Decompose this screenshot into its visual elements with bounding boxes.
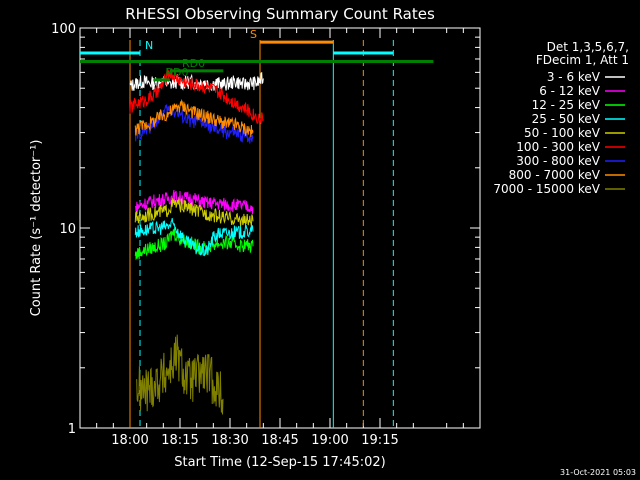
x-tick-label: 18:00 <box>111 433 148 448</box>
series-line <box>129 68 264 125</box>
legend-label: 25 - 50 keV <box>532 112 601 126</box>
axis-ticks: 18:00 18:15 18:30 18:45 19:00 19:15 1 10 100 <box>51 22 480 448</box>
status-bar-label: N <box>145 39 153 52</box>
x-tick-label: 18:15 <box>161 433 198 448</box>
status-bar-label: RD0 <box>182 57 205 70</box>
chart-title: RHESSI Observing Summary Count Rates <box>125 5 435 23</box>
series-line <box>136 334 224 415</box>
legend-label: 6 - 12 keV <box>539 84 601 98</box>
legend-label: 50 - 100 keV <box>524 126 601 140</box>
legend-label: 3 - 6 keV <box>547 70 601 84</box>
series-line <box>134 218 254 257</box>
legend: Det 1,3,5,6,7,FDecim 1, Att 1 3 - 6 keV6 … <box>493 40 629 196</box>
series-group <box>129 68 264 415</box>
x-axis-label: Start Time (12-Sep-15 17:45:02) <box>174 455 385 470</box>
status-bar-label: S <box>250 28 257 41</box>
legend-header-line: Det 1,3,5,6,7, <box>547 40 629 54</box>
footer-timestamp: 31-Oct-2021 05:03 <box>560 468 636 477</box>
series-line <box>134 197 254 227</box>
x-tick-label: 18:45 <box>261 433 298 448</box>
x-tick-label: 18:30 <box>211 433 248 448</box>
legend-header-line: FDecim 1, Att 1 <box>536 53 629 67</box>
series-line <box>134 189 254 215</box>
status-bar-label: RD0 <box>165 66 188 79</box>
series-line <box>134 98 254 137</box>
y-tick-label: 10 <box>59 222 76 237</box>
x-tick-label: 19:15 <box>361 433 398 448</box>
legend-label: 12 - 25 keV <box>532 98 601 112</box>
legend-label: 7000 - 15000 keV <box>493 182 600 196</box>
y-axis-label: Count Rate (s⁻¹ detector⁻¹) <box>29 140 44 317</box>
y-tick-label: 1 <box>68 422 76 437</box>
legend-label: 800 - 7000 keV <box>509 168 601 182</box>
y-tick-label: 100 <box>51 22 76 37</box>
legend-label: 100 - 300 keV <box>516 140 600 154</box>
x-tick-label: 19:00 <box>311 433 348 448</box>
legend-label: 300 - 800 keV <box>516 154 600 168</box>
